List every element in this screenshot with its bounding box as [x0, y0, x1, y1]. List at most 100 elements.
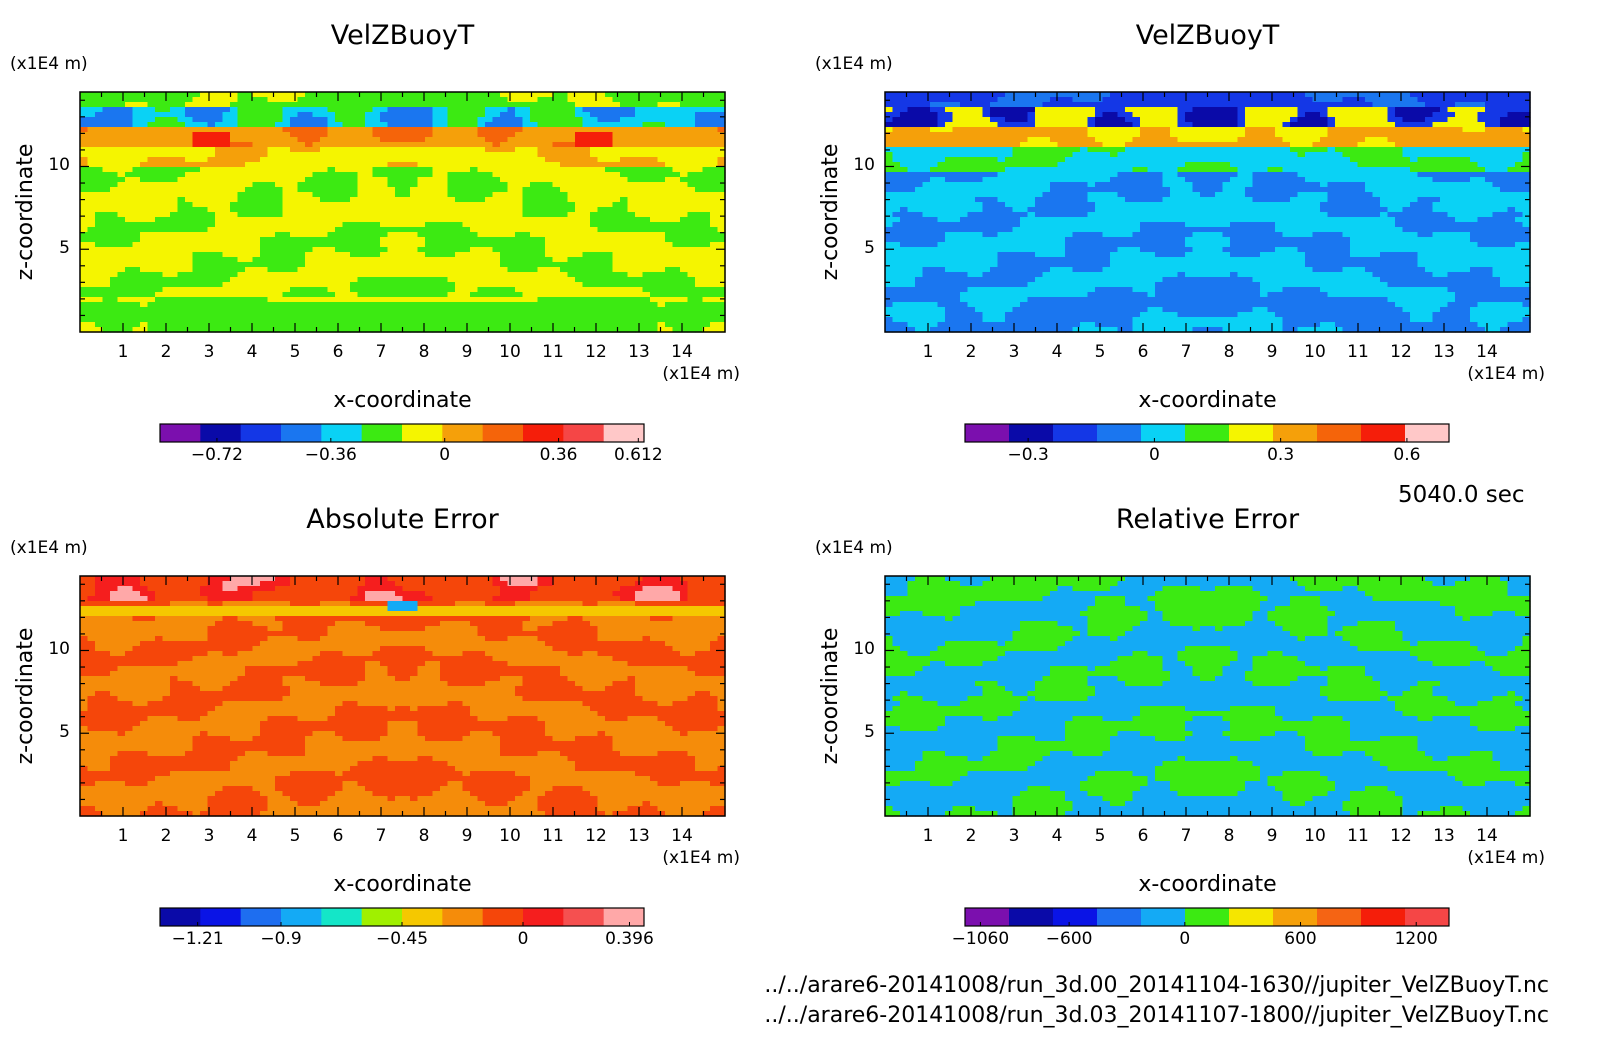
heatmap-cell	[365, 157, 374, 163]
heatmap-cell	[462, 277, 471, 283]
heatmap-cell	[922, 182, 931, 188]
heatmap-cell	[967, 317, 976, 323]
heatmap-cell	[650, 302, 659, 308]
heatmap-cell	[665, 297, 674, 303]
heatmap-cell	[710, 102, 719, 108]
heatmap-cell	[245, 207, 254, 213]
heatmap-cell	[380, 102, 389, 108]
heatmap-cell	[387, 312, 396, 318]
heatmap-cell	[522, 242, 531, 248]
heatmap-cell	[642, 162, 651, 168]
heatmap-cell	[275, 297, 284, 303]
heatmap-cell	[960, 237, 969, 243]
heatmap-cell	[605, 132, 614, 138]
heatmap-cell	[440, 327, 449, 333]
heatmap-cell	[515, 267, 524, 273]
heatmap-cell	[560, 202, 569, 208]
heatmap-cell	[530, 327, 539, 333]
heatmap-cell	[462, 127, 471, 133]
heatmap-cell	[717, 102, 726, 108]
heatmap-cell	[560, 207, 569, 213]
heatmap-cell	[260, 307, 269, 313]
heatmap-cell	[350, 92, 359, 98]
heatmap-cell	[922, 157, 931, 163]
heatmap-cell	[552, 282, 561, 288]
heatmap-cell	[537, 292, 546, 298]
heatmap-cell	[515, 172, 524, 178]
heatmap-cell	[620, 227, 629, 233]
heatmap-cell	[552, 227, 561, 233]
heatmap-cell	[192, 182, 201, 188]
heatmap-cell	[417, 317, 426, 323]
heatmap-cell	[222, 232, 231, 238]
heatmap-cell	[605, 317, 614, 323]
heatmap-cell	[215, 322, 224, 328]
heatmap-cell	[590, 182, 599, 188]
heatmap-cell	[462, 242, 471, 248]
heatmap-cell	[492, 97, 501, 103]
heatmap-cell	[372, 132, 381, 138]
heatmap-cell	[477, 302, 486, 308]
heatmap-cell	[387, 317, 396, 323]
heatmap-cell	[915, 267, 924, 273]
heatmap-cell	[357, 282, 366, 288]
heatmap-cell	[455, 122, 464, 128]
heatmap-cell	[275, 192, 284, 198]
heatmap-cell	[117, 127, 126, 133]
heatmap-cell	[125, 212, 134, 218]
heatmap-cell	[237, 312, 246, 318]
heatmap-cell	[245, 232, 254, 238]
heatmap-cell	[80, 172, 89, 178]
heatmap-cell	[967, 147, 976, 153]
heatmap-cell	[335, 202, 344, 208]
heatmap-cell	[937, 252, 946, 258]
heatmap-cell	[372, 217, 381, 223]
heatmap-cell	[192, 167, 201, 173]
heatmap-cell	[900, 287, 909, 293]
heatmap-cell	[635, 272, 644, 278]
heatmap-cell	[885, 252, 894, 258]
heatmap-cell	[320, 122, 329, 128]
heatmap-cell	[922, 242, 931, 248]
heatmap-cell	[687, 172, 696, 178]
heatmap-cell	[952, 177, 961, 183]
heatmap-cell	[297, 202, 306, 208]
heatmap-cell	[320, 252, 329, 258]
heatmap-cell	[597, 252, 606, 258]
heatmap-cell	[945, 97, 954, 103]
heatmap-cell	[350, 317, 359, 323]
heatmap-cell	[125, 287, 134, 293]
heatmap-cell	[930, 172, 939, 178]
heatmap-cell	[680, 232, 689, 238]
heatmap-cell	[672, 132, 681, 138]
heatmap-cell	[357, 272, 366, 278]
heatmap-cell	[327, 292, 336, 298]
heatmap-cell	[402, 252, 411, 258]
heatmap-cell	[102, 167, 111, 173]
heatmap-cell	[342, 172, 351, 178]
heatmap-cell	[335, 287, 344, 293]
heatmap-cell	[492, 147, 501, 153]
heatmap-cell	[937, 97, 946, 103]
heatmap-cell	[192, 227, 201, 233]
heatmap-cell	[545, 112, 554, 118]
heatmap-cell	[432, 322, 441, 328]
heatmap-cell	[387, 262, 396, 268]
heatmap-cell	[530, 97, 539, 103]
heatmap-cell	[95, 282, 104, 288]
heatmap-cell	[110, 287, 119, 293]
heatmap-cell	[650, 122, 659, 128]
heatmap-cell	[620, 327, 629, 333]
heatmap-cell	[267, 127, 276, 133]
heatmap-cell	[342, 182, 351, 188]
heatmap-cell	[492, 212, 501, 218]
heatmap-cell	[492, 267, 501, 273]
heatmap-cell	[967, 307, 976, 313]
heatmap-cell	[937, 157, 946, 163]
heatmap-cell	[710, 237, 719, 243]
heatmap-cell	[552, 182, 561, 188]
heatmap-cell	[575, 217, 584, 223]
heatmap-cell	[192, 237, 201, 243]
heatmap-cell	[710, 232, 719, 238]
heatmap-cell	[515, 202, 524, 208]
